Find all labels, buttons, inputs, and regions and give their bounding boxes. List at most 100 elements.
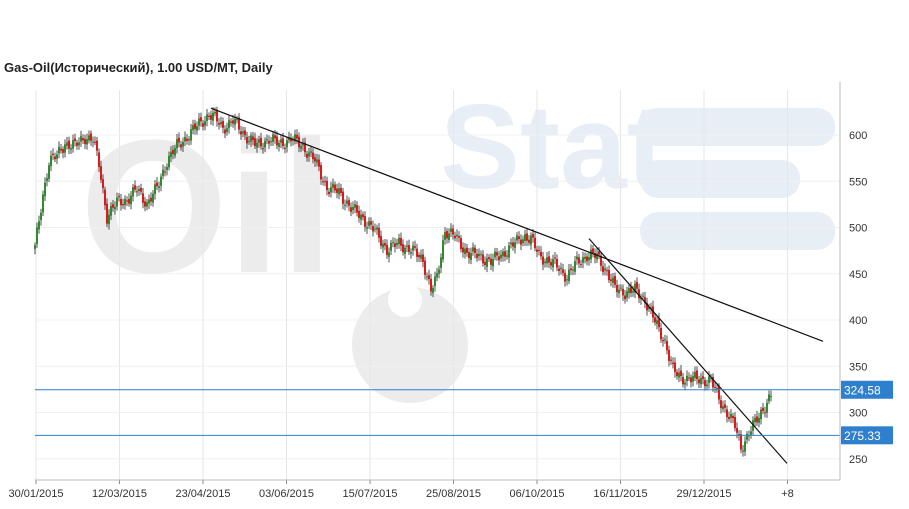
candle-body [138, 189, 140, 192]
candle-body [56, 154, 58, 159]
candle-body [42, 194, 44, 213]
candle-body [274, 135, 276, 139]
candle-body [276, 136, 278, 146]
candle-body [680, 370, 682, 376]
x-tick-label: 23/04/2015 [175, 488, 230, 500]
candle-body [256, 142, 258, 148]
candle-body [50, 155, 52, 167]
candle-body [724, 404, 726, 408]
candle-body [462, 247, 464, 253]
candle-body [642, 295, 644, 297]
candle-body [740, 434, 742, 450]
candle-body [722, 406, 724, 409]
x-tick-label: +8 [781, 488, 794, 500]
candle-body [94, 141, 96, 143]
candle-body [132, 187, 134, 197]
candle-body [586, 256, 588, 262]
candle-body [232, 120, 234, 124]
candle-body [374, 228, 376, 230]
candle-body [146, 202, 148, 207]
price-levels-group: 324.58 275.33 [35, 380, 893, 445]
candle-body [38, 221, 40, 230]
candle-body [418, 254, 420, 258]
candle-body [366, 227, 368, 229]
candle-body [268, 140, 270, 144]
candle-body [768, 394, 770, 402]
candle-body [736, 427, 738, 433]
candle-body [552, 259, 554, 268]
candle-body [570, 268, 572, 270]
candle-body [450, 228, 452, 232]
candle-body [214, 111, 216, 114]
candle-body [264, 140, 266, 148]
candle-body [506, 255, 508, 257]
candle-body [196, 125, 198, 131]
candle-body [588, 257, 590, 261]
trendline [588, 238, 788, 464]
candle-body [148, 199, 150, 204]
candle-body [604, 268, 606, 271]
candle-body [324, 181, 326, 183]
candle-body [340, 188, 342, 193]
candle-body [612, 277, 614, 283]
candle-body [688, 377, 690, 379]
candle-body [310, 151, 312, 153]
candle-body [602, 266, 604, 273]
candle-body [88, 135, 90, 141]
candle-body [84, 138, 86, 145]
candle-body [318, 159, 320, 167]
candle-body [300, 146, 302, 149]
candle-body [660, 327, 662, 340]
candle-body [120, 198, 122, 206]
candle-body [426, 276, 428, 278]
candle-body [536, 249, 538, 252]
candle-body [338, 188, 340, 195]
candle-body [202, 123, 204, 127]
candle-body [204, 121, 206, 126]
candle-body [314, 157, 316, 162]
candle-body [352, 206, 354, 211]
candle-body [122, 204, 124, 206]
candle-body [764, 412, 766, 414]
candle-body [486, 258, 488, 267]
candle-body [706, 384, 708, 387]
candle-body [58, 146, 60, 154]
watermark-bar [640, 160, 800, 198]
candle-body [544, 261, 546, 264]
candle-body [112, 204, 114, 208]
candle-body [380, 235, 382, 246]
candle-body [160, 176, 162, 186]
candle-body [286, 140, 288, 148]
candle-body [530, 235, 532, 245]
axes-group: 30/01/2015 12/03/2015 23/04/2015 03/06/2015… [8, 82, 867, 500]
candle-body [228, 120, 230, 129]
candle-body [430, 278, 432, 292]
candle-body [156, 182, 158, 187]
candle-body [206, 114, 208, 121]
candle-body [320, 165, 322, 180]
candle-body [192, 125, 194, 131]
candle-body [464, 248, 466, 255]
candle-body [540, 251, 542, 257]
candle-body [60, 148, 62, 151]
candle-body [674, 362, 676, 373]
candle-body [244, 130, 246, 136]
candle-body [238, 117, 240, 130]
candle-body [442, 240, 444, 260]
y-tick-label: 250 [849, 454, 867, 466]
candle-body [52, 153, 54, 155]
candle-body [708, 376, 710, 384]
candle-body [470, 253, 472, 260]
candle-body [472, 247, 474, 252]
watermark-drop-hole [388, 283, 422, 317]
candle-body [364, 216, 366, 227]
candle-body [326, 180, 328, 191]
candle-body [498, 256, 500, 261]
candle-body [208, 115, 210, 117]
candle-body [750, 431, 752, 435]
candle-body [142, 193, 144, 203]
candles-group [34, 106, 772, 457]
candle-body [54, 156, 56, 160]
candle-body [424, 260, 426, 275]
candle-body [322, 181, 324, 183]
